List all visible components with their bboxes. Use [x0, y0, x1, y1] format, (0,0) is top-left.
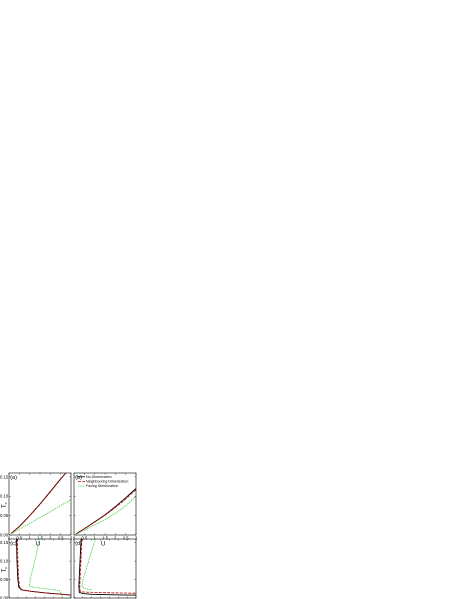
panel-2-series-neighbouring-dimerization [17, 538, 72, 596]
panel-0-x-tick-label: 2.5 [58, 536, 64, 541]
panel-2-y-tick-label: 0.00 [0, 595, 9, 599]
panel-1-xlabel: U [101, 542, 105, 548]
panel-0-series-neighbouring-dimerization [10, 472, 67, 534]
panel-1-x-tick-label: 1 [93, 536, 96, 541]
panel-3-frame [73, 538, 137, 599]
panel-2-y-tick-label: 0.15 [0, 540, 9, 545]
panel-1-label: (b) [75, 475, 82, 481]
panel-2-series-no-dimerization [16, 538, 72, 596]
panel-2-series-facing-dimerization [28, 538, 63, 597]
panel-1-x-tick-label: 3 [135, 536, 138, 541]
panel-0-series-no-dimerization [10, 472, 67, 534]
panel-0-x-tick-label: 3 [70, 536, 73, 541]
panel-1-legend-entry: No Dimerization [86, 475, 112, 479]
panel-2-frame [8, 538, 72, 599]
panel-1-legend-entry: Neighbouring Dimerization [86, 480, 128, 484]
panel-0-y-tick-label: 0.15 [0, 474, 9, 479]
panel-0-label: (a) [10, 475, 17, 481]
panel-1-x-tick-label: 0.5 [81, 536, 87, 541]
panel-3-label: (d) [75, 541, 82, 547]
panel-0-y-tick-label: 0.05 [0, 513, 9, 518]
panel-0-y-tick-label: 0.00 [0, 532, 9, 537]
panel-1-x-tick-label: 0 [73, 536, 76, 541]
panel-2-y-tick-label: 0.05 [0, 577, 9, 582]
panel-0-x-tick-label: 0.5 [16, 536, 22, 541]
panel-2-y-tick-label: 0.10 [0, 559, 9, 564]
panel-1-series-neighbouring-dimerization [75, 489, 137, 535]
panel-1-x-tick-label: 2.5 [123, 536, 129, 541]
panel-1-series-no-dimerization [75, 488, 137, 535]
panel-2-ylabel: Tc [2, 567, 8, 573]
panel-3-series-no-dimerization [78, 538, 136, 596]
panel-0-x-tick-label: 0 [8, 536, 11, 541]
panel-0-y-tick-label: 0.10 [0, 494, 9, 499]
panel-0-x-tick-label: 2 [49, 536, 52, 541]
panel-1-x-tick-label: 1.5 [102, 536, 108, 541]
panel-0-x-tick-label: 1 [28, 536, 31, 541]
panel-0-series-facing-dimerization [10, 499, 72, 535]
panel-1-legend-entry: Facing Dimerization [86, 484, 118, 488]
panel-2-label: (c) [10, 541, 17, 547]
panel-3-series-neighbouring-dimerization [79, 538, 136, 594]
panel-1-x-tick-label: 2 [114, 536, 117, 541]
panel-0-x-tick-label: 1.5 [37, 536, 43, 541]
panel-0-ylabel: Tc [2, 502, 8, 508]
panel-3-series-facing-dimerization [81, 538, 96, 591]
panel-1-series-facing-dimerization [75, 495, 137, 535]
